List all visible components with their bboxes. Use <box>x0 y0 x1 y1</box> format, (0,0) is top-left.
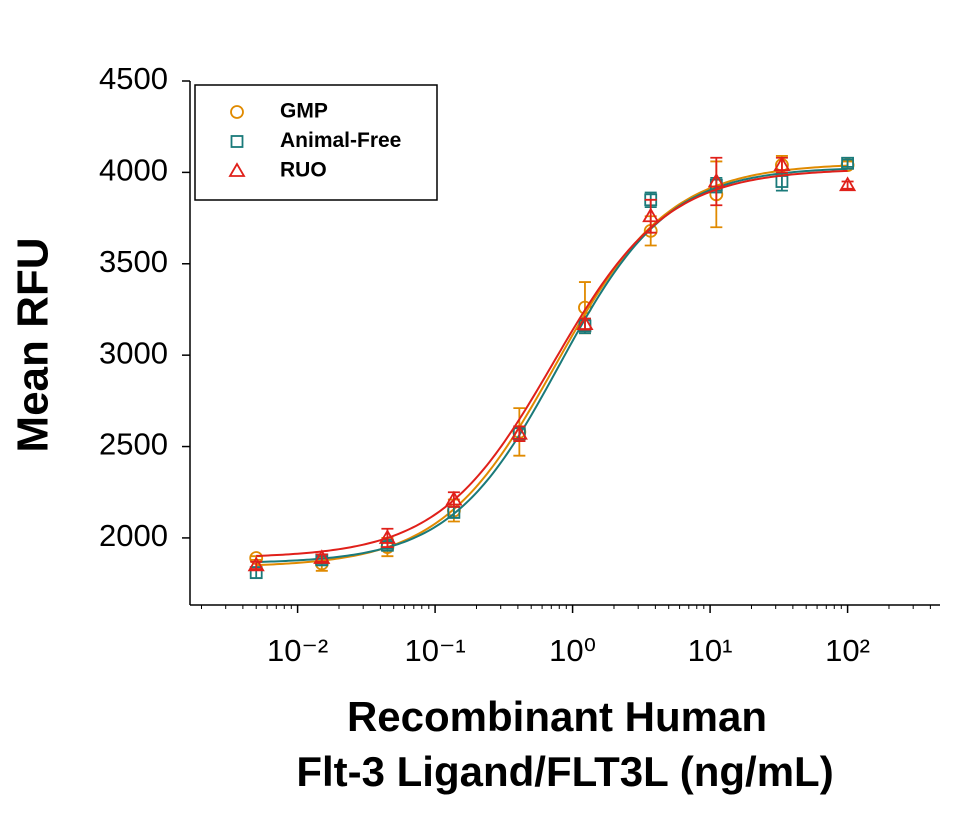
error-bar <box>841 180 854 190</box>
marker <box>576 315 594 330</box>
marker <box>707 172 725 188</box>
marker <box>445 490 463 506</box>
marker <box>230 135 244 148</box>
marker <box>378 529 396 544</box>
legend-label: RUO <box>280 159 327 182</box>
legend-label: Animal-Free <box>280 129 401 152</box>
y-tick-label: 2000 <box>99 518 168 553</box>
error-bar <box>250 560 263 570</box>
fit-curve <box>256 167 848 564</box>
error-bar <box>644 198 657 234</box>
marker <box>228 162 246 177</box>
legend-box <box>194 84 438 201</box>
x-tick-label: 10¹ <box>688 633 733 668</box>
error-bar <box>710 156 723 207</box>
x-tick-label: 10⁰ <box>549 633 596 668</box>
y-tick-label: 3500 <box>99 244 168 279</box>
marker <box>642 207 660 223</box>
y-tick-label: 3000 <box>99 335 168 370</box>
marker <box>313 549 331 564</box>
legend-label: GMP <box>280 100 328 123</box>
y-tick-label: 2500 <box>99 427 168 462</box>
x-axis-label: Recombinant Human <box>347 693 767 740</box>
marker <box>773 156 791 171</box>
x-tick-label: 10⁻¹ <box>405 633 466 668</box>
error-bar <box>315 553 328 563</box>
y-tick-label: 4000 <box>99 153 168 188</box>
error-bar <box>841 158 854 168</box>
marker <box>230 105 244 119</box>
x-tick-label: 10⁻² <box>267 633 328 668</box>
fit-curve <box>256 164 848 567</box>
marker <box>841 156 854 170</box>
y-axis-label: Mean RFU <box>9 237 58 452</box>
x-tick-label: 10² <box>825 633 870 668</box>
x-axis-label: Flt-3 Ligand/FLT3L (ng/mL) <box>296 748 833 795</box>
marker <box>510 424 528 440</box>
marker <box>839 176 857 192</box>
y-tick-label: 4500 <box>99 61 168 96</box>
fit-curve <box>256 169 848 557</box>
marker <box>247 556 265 572</box>
